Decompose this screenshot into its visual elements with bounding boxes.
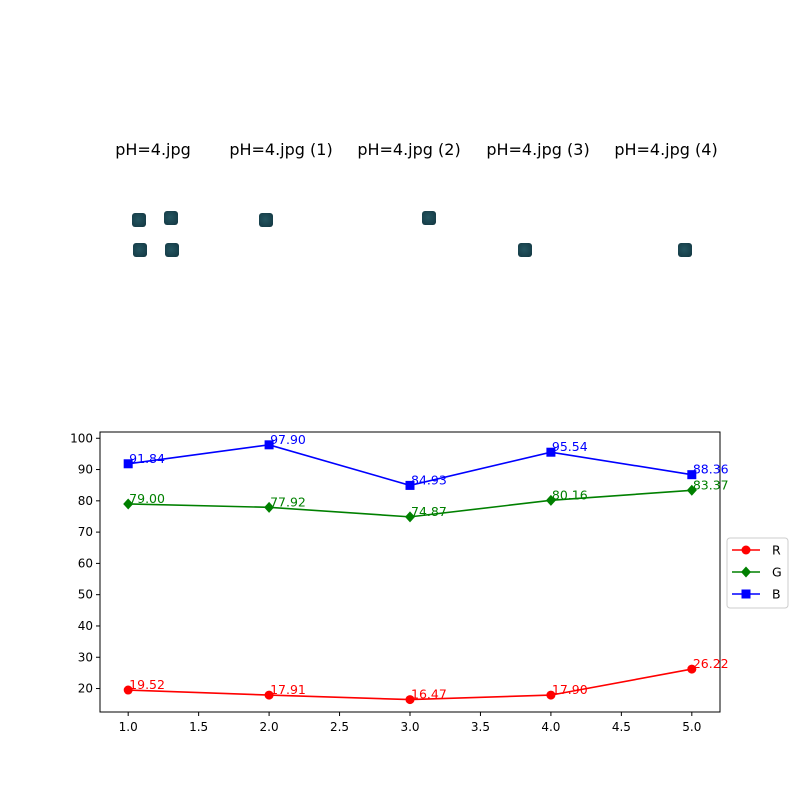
data-point-r	[264, 690, 274, 700]
data-point-b	[123, 459, 133, 469]
data-label-b: 84.93	[411, 472, 447, 487]
panel-title: pH=4.jpg	[115, 140, 191, 159]
y-tick-label: 100	[70, 431, 93, 445]
data-label-b: 95.54	[552, 439, 588, 454]
x-tick-label: 2.5	[330, 720, 349, 734]
legend-label-r: R	[772, 543, 781, 558]
y-tick-label: 90	[78, 463, 93, 477]
data-point-g	[405, 511, 415, 523]
legend-label-b: B	[772, 587, 781, 602]
data-point-g	[123, 498, 134, 510]
data-label-g: 74.87	[411, 504, 447, 519]
data-point-g	[545, 494, 556, 506]
data-point-g	[686, 484, 697, 496]
data-label-r: 17.91	[270, 682, 306, 697]
legend-label-g: G	[772, 565, 782, 580]
data-point-b	[687, 470, 697, 480]
y-tick-label: 40	[78, 619, 93, 633]
y-tick-label: 30	[78, 650, 93, 664]
panel-title: pH=4.jpg (2)	[357, 140, 461, 159]
panel-title: pH=4.jpg (1)	[229, 140, 333, 159]
y-tick-label: 50	[78, 588, 93, 602]
data-label-g: 77.92	[270, 494, 306, 509]
plot-frame	[99, 431, 721, 713]
panel-title: pH=4.jpg (4)	[614, 140, 718, 159]
data-label-g: 79.00	[129, 491, 165, 506]
data-label-g: 80.16	[552, 487, 588, 502]
data-label-b: 97.90	[270, 432, 306, 447]
series-line-r	[128, 668, 692, 701]
y-tick-label: 20	[78, 682, 93, 696]
series-line-b	[128, 444, 692, 487]
data-label-r: 26.22	[693, 656, 729, 671]
data-point-r	[687, 664, 697, 674]
rgb-line-chart: 1.0 1.5 2.0 2.5 3.0 3.5 4.0 4.5 5.0 20 30 40 50 60 70 8…	[70, 431, 789, 734]
panel-title: pH=4.jpg (3)	[486, 140, 590, 159]
x-tick-label: 3.0	[400, 720, 419, 734]
data-label-r: 19.52	[129, 677, 165, 692]
data-point-r	[405, 695, 415, 705]
sample-spot	[678, 243, 692, 257]
legend-marker-r	[741, 545, 751, 555]
sample-spot	[422, 211, 436, 225]
data-label-r: 16.47	[411, 687, 447, 702]
data-point-g	[264, 501, 275, 513]
sample-spot	[165, 243, 179, 257]
legend: RGB	[726, 537, 789, 609]
data-point-r	[123, 685, 133, 695]
x-tick-label: 4.0	[541, 720, 560, 734]
data-point-b	[405, 480, 415, 490]
legend-marker-b	[741, 589, 751, 599]
data-point-b	[264, 440, 274, 450]
x-tick-label: 1.5	[189, 720, 208, 734]
data-label-g: 83.37	[693, 477, 729, 492]
sample-spot	[132, 213, 146, 227]
sample-spot	[164, 211, 178, 225]
data-point-r	[546, 690, 556, 700]
x-tick-label: 2.0	[260, 720, 279, 734]
sample-spot	[259, 213, 273, 227]
x-tick-label: 1.0	[119, 720, 138, 734]
data-label-b: 91.84	[129, 451, 165, 466]
sample-spot	[133, 243, 147, 257]
y-tick-label: 60	[78, 556, 93, 570]
x-tick-label: 3.5	[471, 720, 490, 734]
data-label-r: 17.90	[552, 682, 588, 697]
x-tick-label: 4.5	[612, 720, 631, 734]
legend-marker-g	[741, 566, 751, 578]
data-label-b: 88.36	[693, 462, 729, 477]
x-tick-label: 5.0	[682, 720, 701, 734]
y-tick-label: 80	[78, 494, 93, 508]
data-point-b	[546, 447, 556, 457]
sample-spot	[518, 243, 532, 257]
y-tick-label: 70	[78, 525, 93, 539]
